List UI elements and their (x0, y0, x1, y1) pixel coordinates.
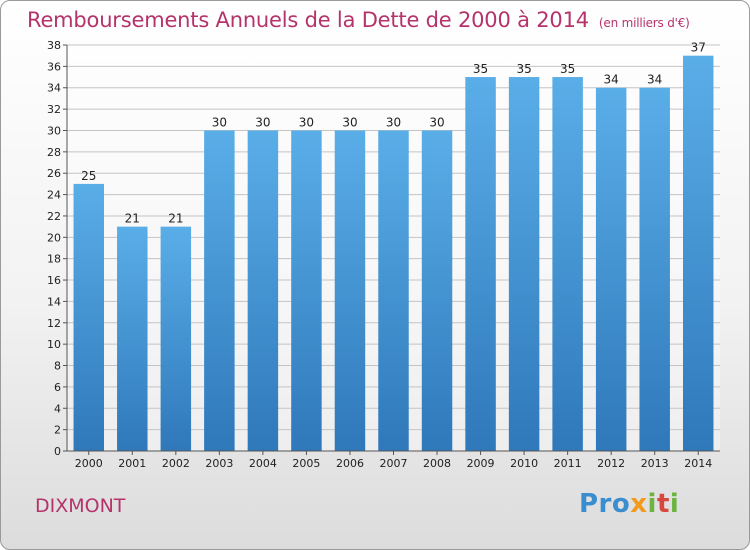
value-label-2006: 30 (342, 115, 357, 129)
value-label-2008: 30 (429, 115, 444, 129)
x-tick-label-2013: 2013 (641, 457, 669, 470)
x-tick-label-2002: 2002 (162, 457, 190, 470)
bar-2004 (247, 130, 279, 451)
x-tick-label-2000: 2000 (75, 457, 103, 470)
y-tick-label-38: 38 (47, 39, 61, 52)
value-label-2004: 30 (255, 115, 270, 129)
y-tick-label-2: 2 (54, 424, 61, 437)
x-tick-label-2003: 2003 (205, 457, 233, 470)
bar-2005 (291, 130, 322, 451)
y-tick-label-36: 36 (47, 60, 61, 73)
y-tick-label-16: 16 (47, 274, 61, 287)
value-label-2003: 30 (212, 115, 227, 129)
value-label-2000: 25 (81, 169, 96, 183)
x-tick-label-2006: 2006 (336, 457, 364, 470)
bar-2012 (595, 87, 627, 451)
y-tick-label-12: 12 (47, 317, 61, 330)
x-tick-label-2004: 2004 (249, 457, 277, 470)
value-label-2002: 21 (168, 212, 183, 226)
x-tick-label-2007: 2007 (380, 457, 408, 470)
bar-2010 (508, 77, 540, 451)
y-tick-label-30: 30 (47, 124, 61, 137)
bar-2011 (552, 77, 583, 451)
x-tick-label-2001: 2001 (118, 457, 146, 470)
value-label-2009: 35 (473, 62, 488, 76)
bar-2009 (465, 77, 496, 451)
y-tick-label-14: 14 (47, 295, 61, 308)
proxiti-logo: Proxiti (579, 489, 680, 519)
y-tick-label-34: 34 (47, 82, 61, 95)
y-tick-label-8: 8 (54, 360, 61, 373)
x-tick-label-2014: 2014 (684, 457, 712, 470)
y-tick-label-6: 6 (54, 381, 61, 394)
value-label-2001: 21 (125, 212, 140, 226)
bar-2003 (204, 130, 235, 451)
x-tick-label-2010: 2010 (510, 457, 538, 470)
y-tick-label-20: 20 (47, 231, 61, 244)
value-label-2010: 35 (516, 62, 531, 76)
value-label-2014: 37 (691, 41, 706, 55)
bar-2013 (639, 87, 670, 451)
y-tick-label-10: 10 (47, 338, 61, 351)
x-tick-label-2008: 2008 (423, 457, 451, 470)
x-tick-label-2011: 2011 (554, 457, 582, 470)
x-tick-label-2012: 2012 (597, 457, 625, 470)
chart-title: Remboursements Annuels de la Dette de 20… (27, 8, 690, 32)
value-label-2013: 34 (647, 73, 662, 87)
bar-2006 (334, 130, 366, 451)
y-tick-label-4: 4 (54, 402, 61, 415)
y-tick-label-22: 22 (47, 210, 61, 223)
y-tick-label-0: 0 (54, 445, 61, 458)
y-tick-label-26: 26 (47, 167, 61, 180)
bar-2000 (73, 183, 105, 452)
y-tick-label-18: 18 (47, 253, 61, 266)
value-label-2012: 34 (604, 73, 619, 87)
value-label-2005: 30 (299, 115, 314, 129)
chart-unit: (en milliers d'€) (598, 16, 690, 30)
bar-2007 (378, 130, 409, 451)
value-label-2011: 35 (560, 62, 575, 76)
bar-2014 (682, 55, 714, 452)
y-tick-label-24: 24 (47, 189, 61, 202)
x-tick-label-2009: 2009 (467, 457, 495, 470)
value-label-2007: 30 (386, 115, 401, 129)
bar-2008 (421, 130, 453, 451)
y-tick-label-32: 32 (47, 103, 61, 116)
x-tick-label-2005: 2005 (292, 457, 320, 470)
y-tick-label-28: 28 (47, 146, 61, 159)
bar-2001 (117, 226, 148, 451)
chart-title-text: Remboursements Annuels de la Dette de 20… (27, 8, 589, 32)
commune-name: DIXMONT (35, 495, 126, 517)
bar-2002 (160, 226, 192, 451)
